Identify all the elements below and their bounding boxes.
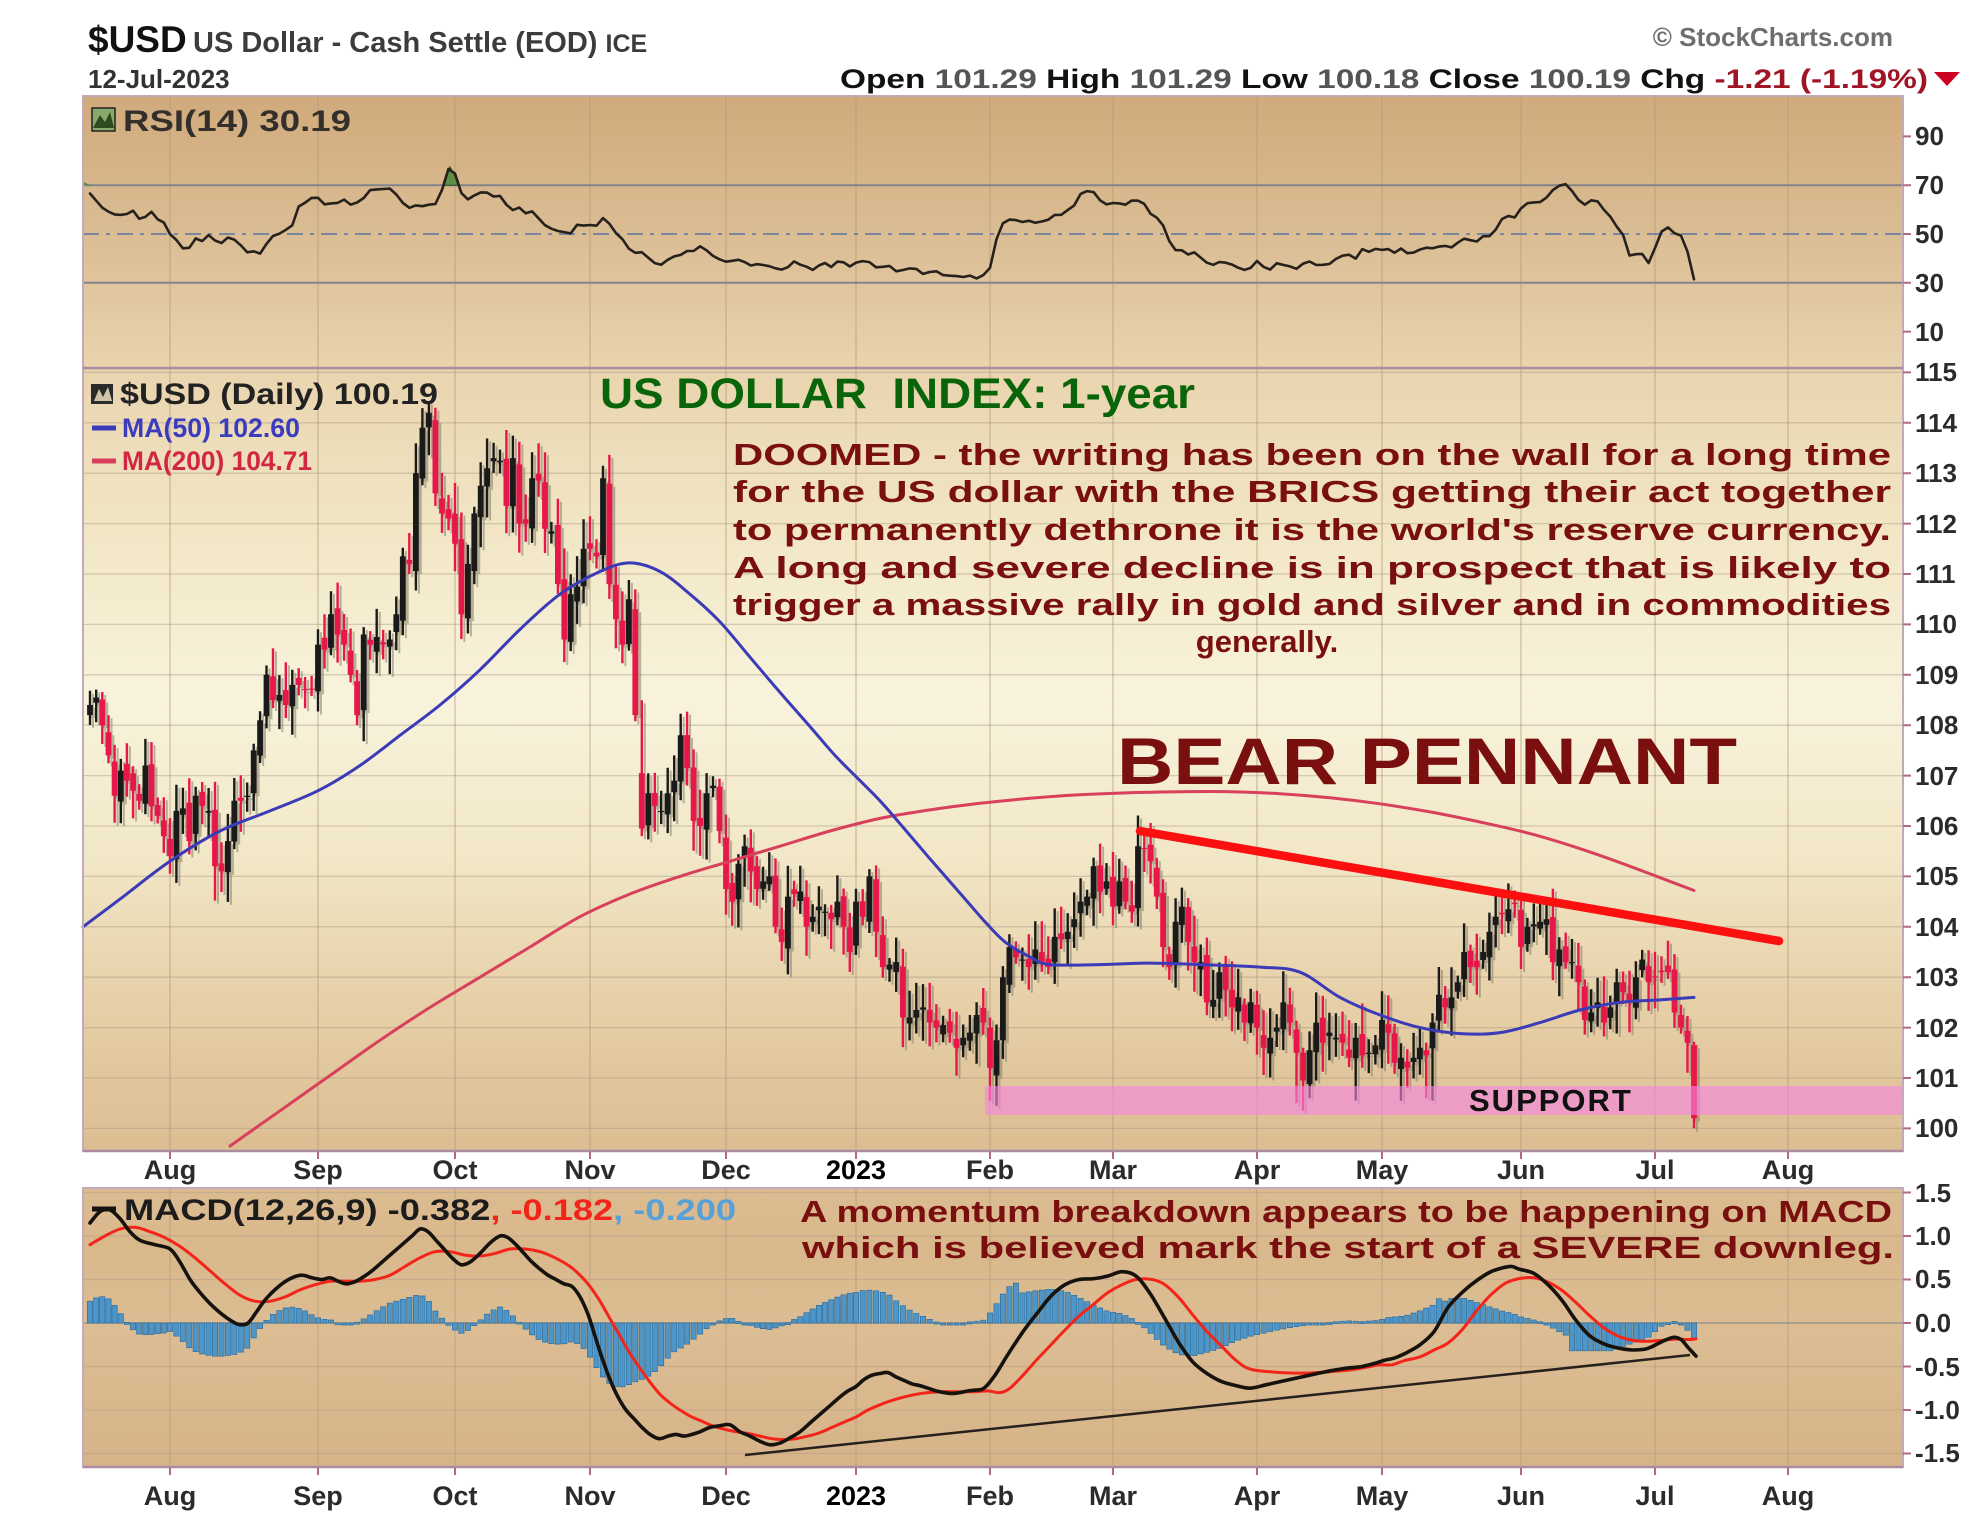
- svg-text:Oct: Oct: [432, 1155, 477, 1185]
- svg-text:US DOLLAR INDEX: 1-year: US DOLLAR INDEX: 1-year: [600, 370, 1195, 418]
- svg-text:2023: 2023: [826, 1155, 886, 1185]
- svg-text:113: 113: [1915, 458, 1957, 488]
- svg-text:which is believed mark the sta: which is believed mark the start of a SE…: [801, 1230, 1894, 1265]
- svg-text:103: 103: [1915, 962, 1958, 992]
- svg-text:$USD (Daily) 100.19: $USD (Daily) 100.19: [120, 378, 438, 411]
- svg-text:Dec: Dec: [701, 1155, 751, 1185]
- svg-text:Jul: Jul: [1635, 1155, 1674, 1185]
- svg-text:112: 112: [1915, 509, 1957, 539]
- svg-text:A momentum breakdown appears t: A momentum breakdown appears to be happe…: [800, 1194, 1892, 1229]
- svg-text:50: 50: [1915, 219, 1944, 249]
- svg-text:2023: 2023: [826, 1481, 886, 1511]
- svg-text:110: 110: [1915, 609, 1957, 639]
- svg-text:SUPPORT: SUPPORT: [1469, 1083, 1633, 1118]
- svg-text:Aug: Aug: [144, 1155, 196, 1185]
- svg-text:Jun: Jun: [1497, 1481, 1545, 1511]
- svg-text:104: 104: [1915, 912, 1959, 942]
- svg-text:MACD(12,26,9) -0.382, -0.182,: MACD(12,26,9) -0.382, -0.182, -0.200: [124, 1194, 736, 1227]
- svg-text:1.5: 1.5: [1915, 1178, 1951, 1208]
- svg-text:101: 101: [1915, 1063, 1958, 1093]
- svg-text:100: 100: [1915, 1113, 1958, 1143]
- svg-text:for the US dollar with the BRI: for the US dollar with the BRICS getting…: [733, 474, 1891, 509]
- svg-text:MA(200) 104.71: MA(200) 104.71: [122, 446, 312, 476]
- svg-text:Nov: Nov: [564, 1155, 615, 1185]
- svg-text:US Dollar - Cash Settle (EOD): US Dollar - Cash Settle (EOD) ICE: [193, 27, 647, 59]
- svg-text:12-Jul-2023: 12-Jul-2023: [88, 64, 230, 94]
- svg-text:Sep: Sep: [293, 1481, 343, 1511]
- svg-text:102: 102: [1915, 1013, 1958, 1043]
- svg-text:Aug: Aug: [144, 1481, 196, 1511]
- svg-text:Dec: Dec: [701, 1481, 751, 1511]
- svg-text:30: 30: [1915, 268, 1944, 298]
- svg-text:1.0: 1.0: [1915, 1221, 1951, 1251]
- svg-text:generally.: generally.: [1196, 624, 1338, 659]
- svg-text:Oct: Oct: [432, 1481, 477, 1511]
- svg-text:114: 114: [1915, 408, 1957, 438]
- svg-text:0.5: 0.5: [1915, 1264, 1951, 1294]
- svg-text:Mar: Mar: [1089, 1481, 1138, 1511]
- svg-text:DOOMED - the writing has been: DOOMED - the writing has been on the wal…: [733, 437, 1891, 472]
- svg-text:106: 106: [1915, 811, 1958, 841]
- svg-text:109: 109: [1915, 660, 1958, 690]
- svg-text:Feb: Feb: [966, 1155, 1014, 1185]
- svg-text:BEAR PENNANT: BEAR PENNANT: [1117, 724, 1737, 798]
- svg-text:108: 108: [1915, 710, 1958, 740]
- svg-text:107: 107: [1915, 761, 1958, 791]
- svg-text:RSI(14) 30.19: RSI(14) 30.19: [123, 105, 351, 138]
- svg-text:A long and severe decline is i: A long and severe decline is in prospect…: [733, 550, 1891, 585]
- svg-text:111: 111: [1915, 559, 1956, 589]
- svg-text:MA(50) 102.60: MA(50) 102.60: [122, 413, 300, 443]
- svg-text:Feb: Feb: [966, 1481, 1014, 1511]
- svg-text:Aug: Aug: [1762, 1155, 1814, 1185]
- svg-text:Apr: Apr: [1234, 1481, 1281, 1511]
- svg-text:Open 101.29 High 101.29 Low 10: Open 101.29 High 101.29 Low 100.18 Close…: [840, 64, 1928, 94]
- svg-text:trigger a massive rally in gol: trigger a massive rally in gold and silv…: [733, 587, 1891, 622]
- svg-text:105: 105: [1915, 861, 1958, 891]
- svg-text:Jun: Jun: [1497, 1155, 1545, 1185]
- svg-text:Mar: Mar: [1089, 1155, 1138, 1185]
- svg-text:May: May: [1356, 1155, 1409, 1185]
- svg-text:© StockCharts.com: © StockCharts.com: [1653, 22, 1893, 52]
- svg-text:-1.0: -1.0: [1915, 1395, 1960, 1425]
- svg-text:May: May: [1356, 1481, 1409, 1511]
- svg-text:115: 115: [1915, 357, 1957, 387]
- svg-text:0.0: 0.0: [1915, 1308, 1951, 1338]
- svg-text:to permanently dethrone it is: to permanently dethrone it is the world'…: [733, 512, 1891, 547]
- svg-text:Aug: Aug: [1762, 1481, 1814, 1511]
- svg-text:90: 90: [1915, 121, 1944, 151]
- svg-text:Nov: Nov: [564, 1481, 615, 1511]
- svg-text:Sep: Sep: [293, 1155, 343, 1185]
- svg-text:$USD: $USD: [88, 19, 187, 60]
- svg-text:-1.5: -1.5: [1915, 1438, 1960, 1468]
- svg-text:10: 10: [1915, 317, 1944, 347]
- svg-text:Apr: Apr: [1234, 1155, 1281, 1185]
- svg-text:-0.5: -0.5: [1915, 1352, 1960, 1382]
- svg-text:70: 70: [1915, 170, 1944, 200]
- svg-text:Jul: Jul: [1635, 1481, 1674, 1511]
